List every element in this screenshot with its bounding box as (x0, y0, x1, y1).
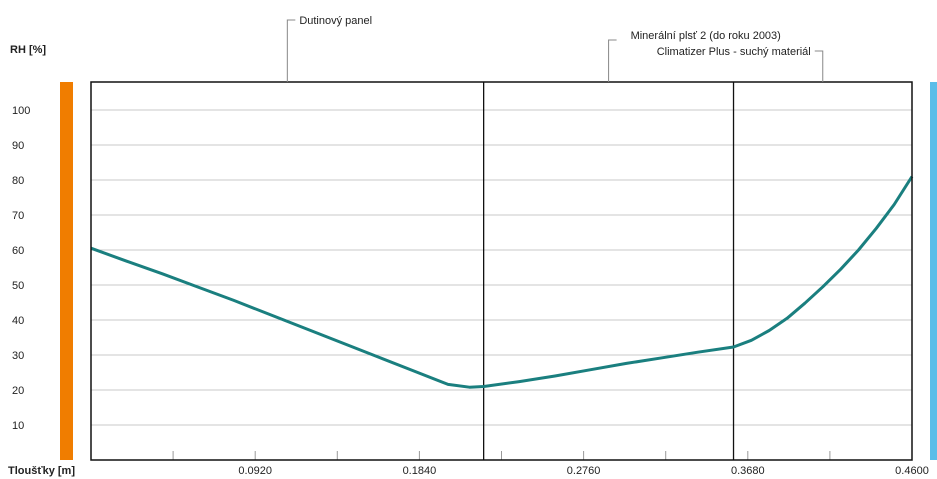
layer-label-group: Dutinový panel (286, 15, 372, 82)
y-tick-label: 70 (12, 210, 24, 222)
left-side-bar (60, 82, 73, 460)
x-tick-label: 0.1840 (403, 465, 437, 477)
series-group (90, 175, 914, 389)
grid (91, 109, 913, 460)
series-line (90, 175, 914, 389)
x-tick-label: 0.2760 (567, 465, 601, 477)
layer-label: Climatizer Plus - suchý materiál (657, 46, 811, 58)
x-tick-label: 0.4600 (895, 465, 929, 477)
layer-label: Dutinový panel (299, 15, 372, 27)
y-axis-label: RH [%] (10, 44, 46, 56)
layer-label: Minerální plsť 2 (do roku 2003) (631, 30, 781, 42)
x-tick-label: 0.3680 (731, 465, 765, 477)
y-tick-label: 80 (12, 175, 24, 187)
layer-label-group: Minerální plsť 2 (do roku 2003) (608, 30, 781, 82)
layer-label-group: Climatizer Plus - suchý materiál (657, 46, 824, 82)
plot-frame (90, 81, 913, 461)
x-tick-labels: 0.0920 0.1840 0.2760 0.3680 0.4600 (238, 465, 928, 477)
layer-labels: Dutinový panel Minerální plsť 2 (do roku … (286, 15, 824, 82)
y-tick-label: 10 (12, 420, 24, 432)
layer-boundaries (483, 82, 735, 460)
x-axis-label: Tloušťky [m] (8, 465, 75, 477)
y-tick-label: 50 (12, 280, 24, 292)
layer-label-leader (814, 50, 824, 82)
y-tick-label: 30 (12, 350, 24, 362)
y-tick-labels: 10 20 30 40 50 60 70 80 90 100 (12, 105, 30, 432)
x-tick-label: 0.0920 (238, 465, 272, 477)
y-tick-label: 90 (12, 140, 24, 152)
layer-label-leader (608, 39, 617, 82)
right-side-bar (930, 82, 937, 460)
y-tick-label: 20 (12, 385, 24, 397)
y-tick-label: 100 (12, 105, 30, 117)
side-bars (60, 82, 937, 460)
layer-label-leader (286, 19, 296, 82)
y-tick-label: 60 (12, 245, 24, 257)
y-tick-label: 40 (12, 315, 24, 327)
